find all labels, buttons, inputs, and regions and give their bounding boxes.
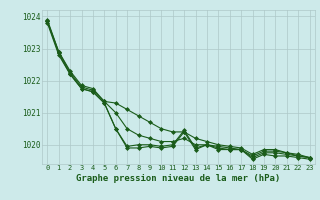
X-axis label: Graphe pression niveau de la mer (hPa): Graphe pression niveau de la mer (hPa)	[76, 174, 281, 183]
